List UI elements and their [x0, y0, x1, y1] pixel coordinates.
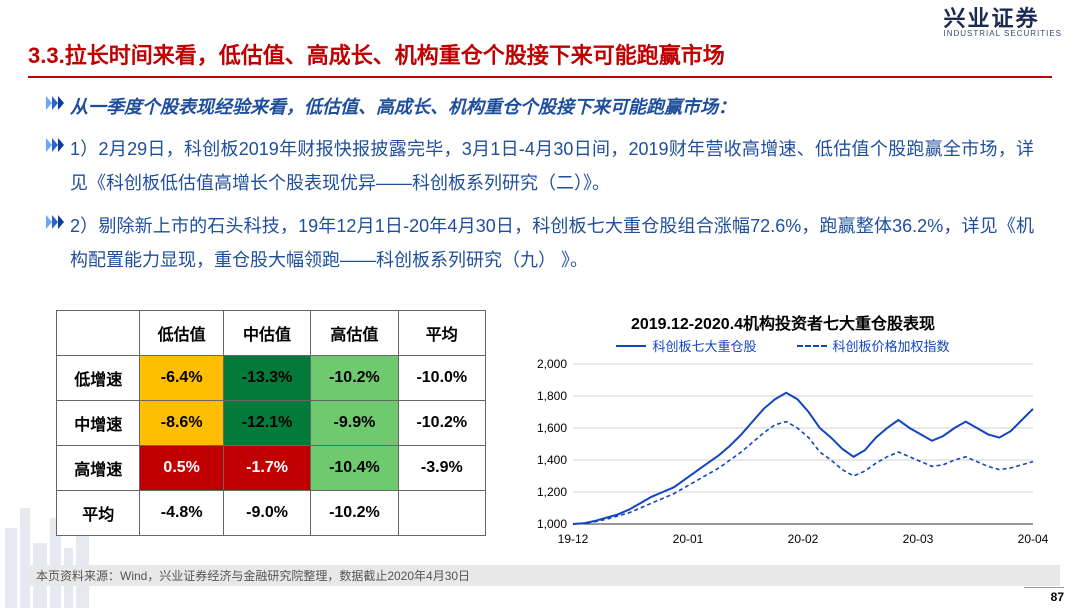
table-cell: -9.9% [311, 401, 398, 446]
svg-text:1,600: 1,600 [537, 421, 567, 435]
table-cell: -9.0% [223, 491, 310, 536]
legend-dash-line [797, 345, 827, 347]
holdings-performance-chart: 2019.12-2020.4机构投资者七大重仓股表现 科创板七大重仓股 科创板价… [516, 310, 1050, 558]
svg-text:20-02: 20-02 [788, 532, 819, 546]
table-cell: -10.2% [311, 356, 398, 401]
svg-text:1,400: 1,400 [537, 453, 567, 467]
table-cell: -10.2% [398, 401, 485, 446]
table-cell: -13.3% [223, 356, 310, 401]
table-cell: -8.6% [140, 401, 223, 446]
table-col-header [57, 311, 140, 356]
intro-text: 从一季度个股表现经验来看，低估值、高成长、机构重仓个股接下来可能跑赢市场： [70, 97, 736, 117]
table-cell: -4.8% [140, 491, 223, 536]
svg-text:1,200: 1,200 [537, 485, 567, 499]
table-cell: -12.1% [223, 401, 310, 446]
svg-text:2,000: 2,000 [537, 359, 567, 371]
svg-text:20-03: 20-03 [903, 532, 934, 546]
paragraph-1: 1）2月29日，科创板2019年财报快报披露完毕，3月1日-4月30日间，201… [70, 139, 1034, 193]
page-number: 87 [1024, 587, 1064, 604]
company-logo: 兴业证券 INDUSTRIAL SECURITIES [902, 6, 1063, 40]
legend-label-1: 科创板七大重仓股 [652, 336, 756, 355]
paragraph-2: 2）剔除新上市的石头科技，19年12月1日-20年4月30日，科创板七大重仓股组… [70, 216, 1034, 270]
table-col-header: 低估值 [140, 311, 223, 356]
table-cell: -10.2% [311, 491, 398, 536]
body-text-block: 从一季度个股表现经验来看，低估值、高成长、机构重仓个股接下来可能跑赢市场： 1）… [46, 90, 1034, 285]
svg-text:1,000: 1,000 [537, 517, 567, 531]
table-cell: -10.4% [311, 446, 398, 491]
legend-solid-line [616, 345, 646, 347]
section-title-bar: 3.3.拉长时间来看，低估值、高成长、机构重仓个股接下来可能跑赢市场 [28, 38, 1052, 78]
table-row-header: 中增速 [57, 401, 140, 446]
chevron-icon [46, 215, 64, 229]
table-cell: 0.5% [140, 446, 223, 491]
svg-text:20-04: 20-04 [1018, 532, 1049, 546]
table-col-header: 平均 [398, 311, 485, 356]
source-footnote: 本页资料来源：Wind，兴业证券经济与金融研究院整理，数据截止2020年4月30… [30, 565, 1060, 586]
chevron-icon [46, 96, 64, 110]
chart-legend: 科创板七大重仓股 科创板价格加权指数 [516, 336, 1050, 355]
logo-text-en: INDUSTRIAL SECURITIES [944, 30, 1063, 38]
table-cell [398, 491, 485, 536]
table-cell: -6.4% [140, 356, 223, 401]
table-row-header: 高增速 [57, 446, 140, 491]
chevron-icon [46, 138, 64, 152]
table-cell: -3.9% [398, 446, 485, 491]
table-row-header: 平均 [57, 491, 140, 536]
svg-text:20-01: 20-01 [673, 532, 704, 546]
svg-text:1,800: 1,800 [537, 389, 567, 403]
table-cell: -1.7% [223, 446, 310, 491]
table-col-header: 高估值 [311, 311, 398, 356]
svg-text:19-12: 19-12 [558, 532, 589, 546]
valuation-growth-matrix: 低估值中估值高估值平均低增速-6.4%-13.3%-10.2%-10.0%中增速… [56, 310, 486, 558]
logo-text-cn: 兴业证券 [944, 8, 1063, 30]
chart-title: 2019.12-2020.4机构投资者七大重仓股表现 [516, 310, 1050, 334]
table-col-header: 中估值 [223, 311, 310, 356]
legend-label-2: 科创板价格加权指数 [833, 336, 950, 355]
logo-icon [902, 6, 936, 40]
section-title: 3.3.拉长时间来看，低估值、高成长、机构重仓个股接下来可能跑赢市场 [28, 38, 1052, 70]
line-chart-svg: 1,000 1,200 1,400 1,600 1,800 2,000 19-12 20-01… [516, 359, 1050, 549]
table-row-header: 低增速 [57, 356, 140, 401]
table-cell: -10.0% [398, 356, 485, 401]
